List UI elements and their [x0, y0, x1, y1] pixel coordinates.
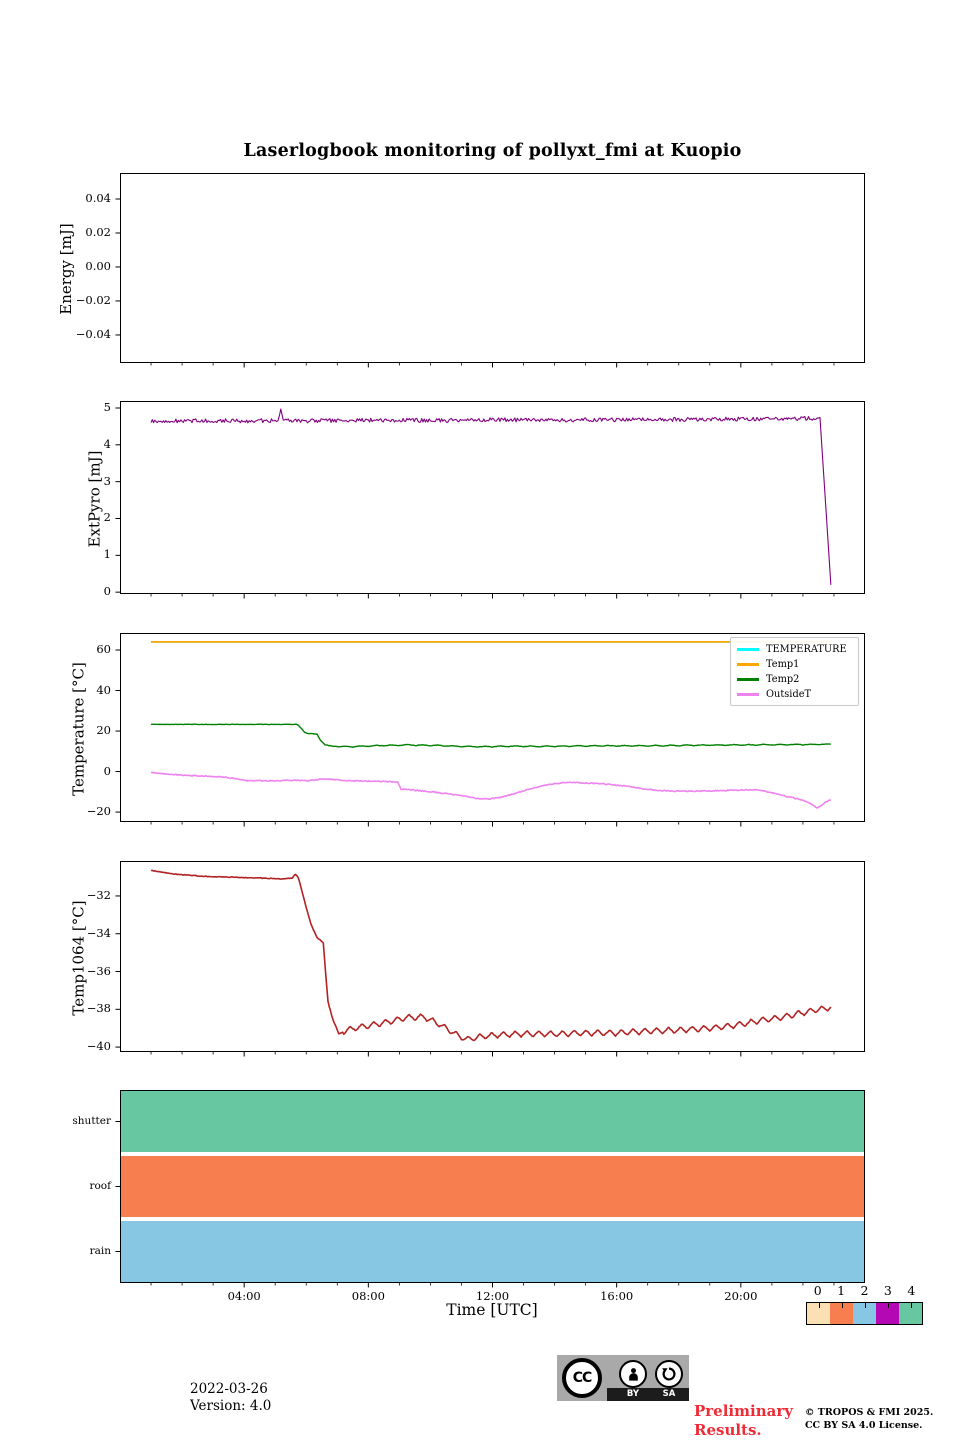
version-text: Version: 4.0	[190, 1398, 272, 1414]
temperature-plot-area	[115, 641, 835, 827]
status-bar-rain	[121, 1221, 864, 1282]
figure-title: Laserlogbook monitoring of pollyxt_fmi a…	[243, 141, 742, 161]
y-tick-label: 2	[103, 510, 111, 525]
temp1-line-swatch	[737, 663, 759, 666]
status-plot-area	[115, 1091, 864, 1288]
person-icon	[628, 1367, 638, 1381]
status-category-label: rain	[89, 1244, 111, 1257]
series-line-temp2	[150, 723, 832, 748]
y-tick-label: 1	[103, 547, 111, 562]
temp2-line-swatch	[737, 678, 759, 681]
temperature-line-swatch	[737, 648, 759, 651]
colorbar-tick	[910, 1303, 912, 1308]
series-line-outsidet	[150, 771, 832, 809]
y-tick-label: 4	[103, 436, 111, 451]
colorbar-tick-label: 0	[813, 1283, 822, 1298]
legend-row: Temp2	[737, 672, 852, 687]
energy-plot-area	[115, 198, 835, 368]
y-tick-label: 0	[103, 584, 111, 599]
y-tick-label: −38	[86, 1001, 111, 1016]
colorbar-tick	[818, 1303, 820, 1308]
y-tick-label: 20	[96, 723, 111, 738]
date-text: 2022-03-26	[190, 1381, 268, 1397]
x-tick-label: 08:00	[351, 1289, 385, 1303]
legend-row: OutsideT	[737, 687, 852, 702]
temp1064-plot-area	[115, 869, 835, 1057]
status-category-label: roof	[89, 1179, 111, 1192]
cc-by-person-icon	[619, 1360, 647, 1388]
x-tick-label: 12:00	[475, 1289, 510, 1303]
copyright-text: © TROPOS & FMI 2025. CC BY SA 4.0 Licens…	[805, 1406, 933, 1432]
legend-label: TEMPERATURE	[766, 644, 847, 655]
y-tick-label: −0.02	[75, 292, 111, 307]
copyright-line1: © TROPOS & FMI 2025.	[805, 1407, 934, 1418]
extpyro-plot-area	[115, 407, 835, 599]
energy-plot-frame	[120, 173, 865, 363]
y-tick-label: 3	[103, 473, 111, 488]
colorbar-cell-3	[876, 1303, 899, 1324]
status-colorbar	[806, 1302, 923, 1325]
legend-label: Temp1	[766, 659, 800, 670]
y-tick-label: −0.04	[75, 326, 111, 341]
series-line-temp1064	[150, 869, 832, 1042]
colorbar-tick-label: 1	[837, 1283, 846, 1298]
footer-date-version: 2022-03-26 Version: 4.0	[190, 1381, 271, 1415]
legend-label: OutsideT	[766, 689, 812, 700]
preliminary-results-text: Preliminary Results.	[694, 1402, 793, 1439]
outsidet-line-swatch	[737, 693, 759, 696]
cc-badge-band	[607, 1388, 689, 1401]
status-bar-roof	[121, 1156, 864, 1217]
y-tick-label: −36	[86, 963, 111, 978]
y-tick-label: 0.04	[85, 191, 111, 205]
y-tick-label: 5	[103, 399, 111, 414]
cc-license-badge: CC BY SA	[557, 1355, 689, 1401]
temp1064-plot-frame	[120, 861, 865, 1052]
colorbar-tick-label: 2	[860, 1283, 869, 1298]
x-tick-label: 04:00	[227, 1289, 261, 1303]
colorbar-cell-1	[830, 1303, 853, 1324]
y-tick-label: −40	[86, 1039, 111, 1054]
colorbar-tick-label: 4	[907, 1283, 916, 1298]
cc-logo-icon: CC	[562, 1358, 602, 1398]
legend-label: Temp2	[766, 674, 800, 685]
y-tick-label: 0	[103, 763, 111, 778]
colorbar-tick	[841, 1303, 843, 1308]
x-axis-label: Time [UTC]	[446, 1301, 538, 1319]
y-tick-label: −32	[86, 887, 111, 902]
x-tick-label: 20:00	[724, 1289, 758, 1303]
colorbar-tick	[887, 1303, 889, 1308]
temperature-legend: TEMPERATURE Temp1 Temp2 OutsideT	[730, 637, 859, 706]
colorbar-tick-label: 3	[883, 1283, 892, 1298]
y-tick-label: 0.02	[85, 224, 111, 239]
colorbar-cell-4	[899, 1303, 922, 1324]
y-tick-label: −34	[86, 925, 111, 940]
y-tick-label: 60	[96, 642, 111, 657]
y-tick-label: 40	[96, 682, 111, 697]
status-category-label: shutter	[72, 1114, 111, 1127]
counterclockwise-arrow-icon	[662, 1367, 676, 1381]
colorbar-tick	[864, 1303, 866, 1308]
legend-row: Temp1	[737, 657, 852, 672]
colorbar-cell-2	[853, 1303, 876, 1324]
legend-row: TEMPERATURE	[737, 642, 852, 657]
y-tick-label: −20	[86, 804, 111, 819]
colorbar-cell-0	[807, 1303, 830, 1324]
y-tick-label: 0.00	[85, 258, 111, 273]
extpyro-ylabel: ExtPyro [mJ]	[85, 450, 104, 548]
cc-by-label: BY	[626, 1389, 640, 1399]
x-tick-label: 16:00	[600, 1289, 634, 1303]
series-line-extpyro	[150, 408, 832, 585]
cc-sa-label: SA	[662, 1389, 676, 1399]
extpyro-plot-frame	[120, 401, 865, 594]
status-bar-shutter	[121, 1091, 864, 1152]
copyright-line2: CC BY SA 4.0 License.	[805, 1420, 923, 1431]
cc-sa-arrow-icon	[655, 1360, 683, 1388]
